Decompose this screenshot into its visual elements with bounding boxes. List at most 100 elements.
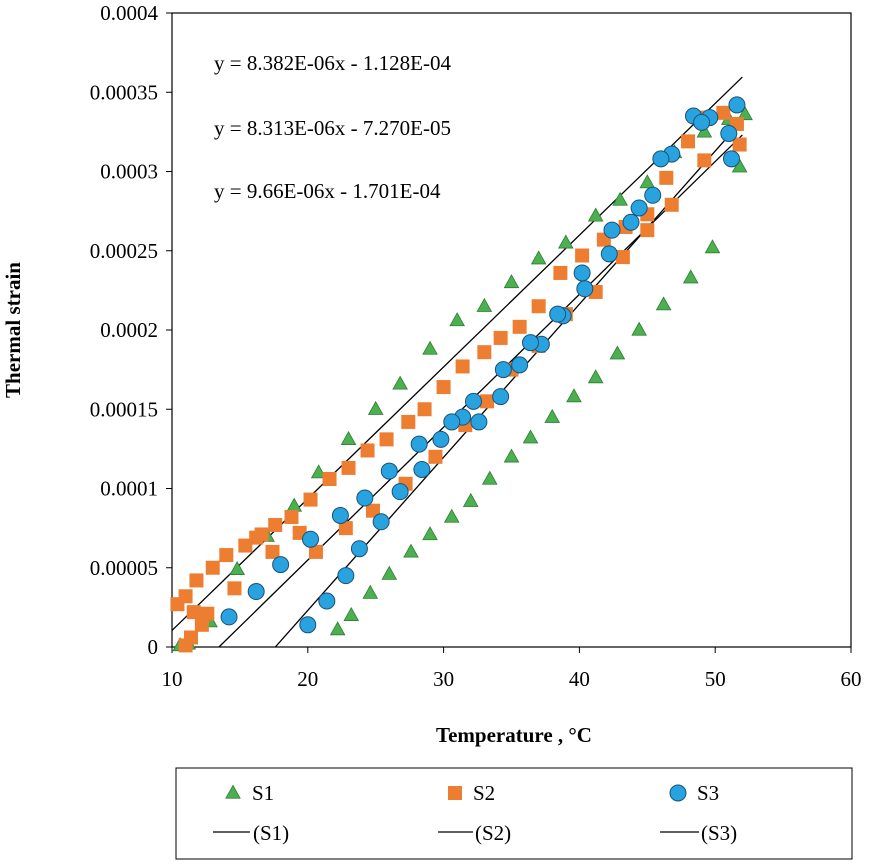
s1-point-triangle — [737, 106, 753, 121]
s1-point-triangle — [609, 345, 626, 360]
s3-point-circle — [331, 506, 349, 524]
legend-label-s3: S3 — [697, 781, 719, 805]
x-tick-label: 50 — [705, 667, 726, 691]
legend-label-trendline: (S2) — [475, 821, 511, 845]
s3-point-circle — [380, 462, 398, 480]
s1-point-triangle — [503, 274, 520, 289]
s3-point-circle — [318, 592, 336, 610]
legend: S1 S2 S3 (S1) (S2) (S3) — [175, 767, 853, 860]
s1-point-triangle — [587, 369, 604, 384]
s1-point-triangle — [367, 400, 384, 415]
s3-point-circle — [622, 213, 640, 231]
s2-point-square — [664, 197, 679, 212]
s2-point-square — [194, 617, 209, 632]
s2-point-square — [284, 510, 299, 525]
s2-point-square — [205, 560, 220, 575]
s2-point-square — [681, 134, 696, 149]
y-axis-ticks: 0 0.00005 0.0001 0.00015 0.0002 0.00025 0.0003… — [90, 1, 172, 659]
s2-point-square — [401, 414, 416, 429]
s2-point-square — [178, 638, 193, 653]
s3-point-circle — [630, 199, 648, 217]
legend-s3-marker-circle — [669, 784, 687, 802]
s1-point-triangle — [612, 191, 628, 206]
s3-point-circle — [720, 124, 738, 142]
s3-point-circle — [603, 221, 621, 239]
s2-point-square — [219, 548, 234, 563]
s1-point-triangle — [381, 565, 398, 580]
y-axis-title: Thermal strain — [1, 262, 25, 398]
x-tick-label: 10 — [162, 667, 183, 691]
y-tick-label: 0.0003 — [100, 160, 158, 184]
s2-point-square — [493, 330, 508, 345]
s3-point-circle — [443, 413, 461, 431]
s3-point-circle — [272, 556, 290, 574]
s1-point-triangle — [343, 606, 360, 621]
s2-point-square — [303, 492, 318, 507]
s1-point-triangle — [462, 492, 479, 507]
s2-point-square — [265, 544, 280, 559]
legend-s2-marker-square — [448, 786, 462, 800]
s3-point-circle — [644, 186, 662, 204]
s3-point-circle — [356, 489, 374, 507]
s3-point-circle — [391, 483, 409, 501]
s3-point-circle — [511, 356, 529, 374]
s3-point-circle — [600, 245, 618, 263]
x-tick-label: 40 — [569, 667, 590, 691]
s1-point-triangle — [229, 561, 245, 575]
s1-point-triangle — [403, 543, 419, 558]
y-tick-label: 0.0002 — [100, 318, 158, 342]
s3-point-circle — [350, 540, 368, 558]
s2-point-square — [531, 299, 546, 314]
trendline-s1 — [218, 134, 743, 648]
s2-point-square — [436, 380, 451, 395]
y-tick-label: 0.0004 — [100, 1, 158, 25]
s1-point-triangle — [362, 584, 379, 599]
s2-point-square — [716, 105, 731, 120]
trendline-equation: y = 9.66E-06x - 1.701E-04 — [214, 179, 441, 203]
legend-frame — [175, 767, 853, 860]
trendline-equation: y = 8.313E-06x - 7.270E-05 — [214, 116, 451, 140]
legend-label-trendline: (S1) — [253, 821, 289, 845]
s3-point-circle — [220, 608, 238, 626]
s1-point-triangle — [704, 239, 721, 254]
s2-point-square — [575, 248, 590, 263]
y-tick-label: 0.00015 — [90, 397, 158, 421]
s1-point-triangle — [481, 470, 498, 485]
s2-point-square — [379, 432, 394, 447]
s2-point-square — [338, 521, 353, 536]
s2-point-square — [553, 265, 568, 280]
s3-point-circle — [247, 583, 265, 601]
s2-point-square — [477, 345, 492, 360]
s2-point-square — [417, 402, 432, 417]
s3-point-circle — [302, 530, 320, 548]
s2-point-square — [268, 517, 283, 532]
data-markers — [170, 96, 753, 653]
trendline-equation: y = 8.382E-06x - 1.128E-04 — [214, 51, 451, 75]
s2-point-square — [227, 581, 242, 596]
s2-point-square — [512, 319, 527, 334]
s2-point-square — [480, 394, 495, 409]
s2-point-square — [322, 471, 337, 486]
s2-point-square — [238, 538, 253, 553]
s1-point-triangle — [476, 297, 493, 312]
s1-point-triangle — [329, 621, 346, 636]
legend-items: S1 S2 S3 (S1) (S2) (S3) — [213, 781, 737, 845]
s2-point-square — [341, 460, 356, 475]
s2-point-square — [249, 530, 264, 545]
s2-point-square — [659, 170, 674, 185]
s1-point-triangle — [422, 340, 438, 355]
s2-point-square — [615, 250, 630, 265]
s3-point-circle — [470, 413, 488, 431]
s3-point-circle — [652, 150, 670, 168]
legend-label-s2: S2 — [473, 781, 495, 805]
trendline-equations: y = 8.382E-06x - 1.128E-04 y = 8.313E-06x… — [214, 51, 451, 203]
s1-point-triangle — [530, 250, 547, 265]
s1-point-triangle — [449, 312, 465, 327]
s1-point-triangle — [286, 497, 303, 512]
s2-point-square — [189, 573, 204, 588]
s1-point-triangle — [392, 375, 408, 390]
s3-point-circle — [693, 113, 711, 131]
s1-point-triangle — [310, 464, 327, 479]
s3-point-circle — [549, 305, 567, 323]
s3-point-circle — [432, 430, 450, 448]
